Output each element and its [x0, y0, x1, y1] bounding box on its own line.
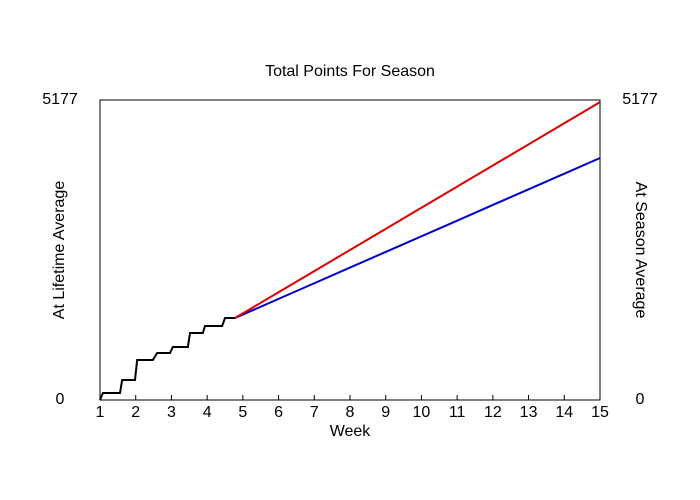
- y-tick-label: 0: [56, 391, 65, 408]
- x-tick-label: 10: [413, 404, 431, 421]
- x-tick-label: 11: [449, 404, 466, 421]
- x-axis-label: Week: [330, 423, 372, 440]
- series-line: [234, 157, 601, 319]
- x-tick-label: 7: [310, 404, 319, 421]
- series-line: [234, 101, 601, 319]
- x-tick-label: 8: [346, 404, 355, 421]
- chart-title: Total Points For Season: [265, 63, 435, 80]
- x-tick-label: 14: [555, 404, 573, 421]
- y2-axis-label: At Season Average: [632, 182, 649, 319]
- y2-tick-label: 5177: [622, 91, 658, 108]
- x-tick-label: 2: [131, 404, 140, 421]
- y-axis-label: At Lifetime Average: [51, 181, 68, 320]
- x-tick-label: 3: [167, 404, 176, 421]
- x-tick-label: 9: [381, 404, 390, 421]
- series-line: [99, 317, 235, 401]
- x-tick-label: 15: [591, 404, 609, 421]
- x-tick-label: 6: [274, 404, 283, 421]
- y2-tick-label: 0: [636, 391, 645, 408]
- x-tick-label: 12: [484, 404, 502, 421]
- x-tick-label: 4: [203, 404, 212, 421]
- x-tick-label: 5: [238, 404, 247, 421]
- y-tick-label: 5177: [42, 91, 78, 108]
- x-tick-label: 13: [520, 404, 538, 421]
- x-tick-label: 1: [96, 404, 105, 421]
